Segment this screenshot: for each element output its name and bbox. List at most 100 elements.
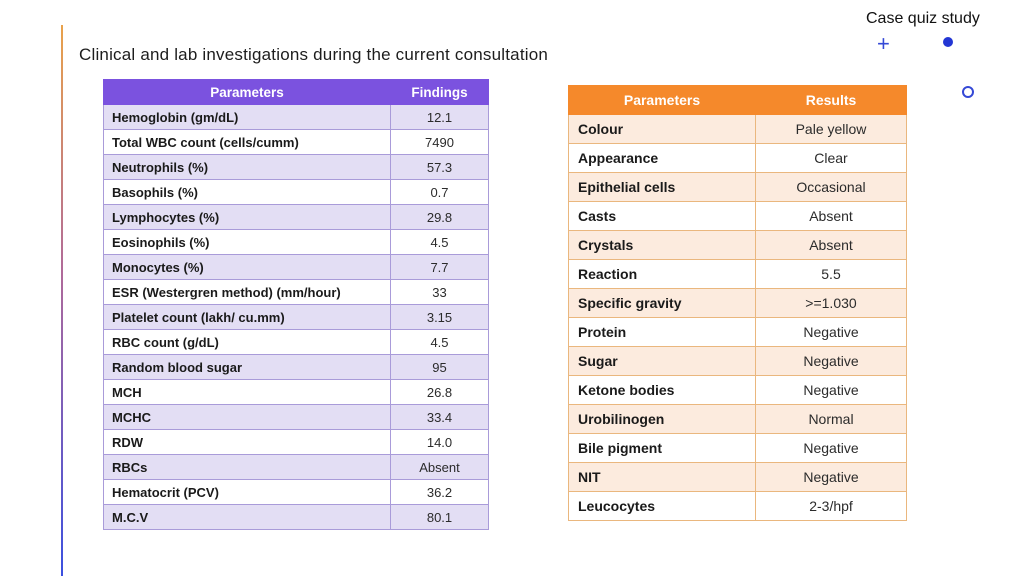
table-row: Reaction 5.5 bbox=[568, 259, 907, 289]
table-row: Ketone bodies Negative bbox=[568, 375, 907, 405]
value-cell: Negative bbox=[755, 462, 907, 492]
table-row: Eosinophils (%) 4.5 bbox=[103, 229, 489, 255]
value-cell: 5.5 bbox=[755, 259, 907, 289]
table-row: Leucocytes 2-3/hpf bbox=[568, 491, 907, 521]
column-header-findings: Findings bbox=[390, 79, 489, 105]
value-cell: 7.7 bbox=[390, 254, 489, 280]
param-cell: MCHC bbox=[103, 404, 391, 430]
value-cell: Pale yellow bbox=[755, 114, 907, 144]
param-cell: Monocytes (%) bbox=[103, 254, 391, 280]
table-row: Urobilinogen Normal bbox=[568, 404, 907, 434]
table-row: Specific gravity >=1.030 bbox=[568, 288, 907, 318]
table-row: Colour Pale yellow bbox=[568, 114, 907, 144]
column-header-parameters: Parameters bbox=[103, 79, 391, 105]
table-row: Casts Absent bbox=[568, 201, 907, 231]
value-cell: 12.1 bbox=[390, 104, 489, 130]
table-row: Sugar Negative bbox=[568, 346, 907, 376]
param-cell: Neutrophils (%) bbox=[103, 154, 391, 180]
param-cell: Urobilinogen bbox=[568, 404, 756, 434]
table-row: Monocytes (%) 7.7 bbox=[103, 254, 489, 280]
param-cell: Ketone bodies bbox=[568, 375, 756, 405]
value-cell: >=1.030 bbox=[755, 288, 907, 318]
value-cell: Absent bbox=[755, 201, 907, 231]
table-row: Hematocrit (PCV) 36.2 bbox=[103, 479, 489, 505]
value-cell: 33.4 bbox=[390, 404, 489, 430]
value-cell: 36.2 bbox=[390, 479, 489, 505]
value-cell: 0.7 bbox=[390, 179, 489, 205]
plus-icon: + bbox=[877, 31, 890, 56]
table-row: Appearance Clear bbox=[568, 143, 907, 173]
param-cell: Protein bbox=[568, 317, 756, 347]
param-cell: RBCs bbox=[103, 454, 391, 480]
value-cell: 3.15 bbox=[390, 304, 489, 330]
table-row: Epithelial cells Occasional bbox=[568, 172, 907, 202]
corner-label: Case quiz study bbox=[866, 10, 980, 27]
value-cell: 57.3 bbox=[390, 154, 489, 180]
param-cell: Total WBC count (cells/cumm) bbox=[103, 129, 391, 155]
param-cell: RDW bbox=[103, 429, 391, 455]
table-row: Platelet count (lakh/ cu.mm) 3.15 bbox=[103, 304, 489, 330]
param-cell: Crystals bbox=[568, 230, 756, 260]
param-cell: RBC count (g/dL) bbox=[103, 329, 391, 355]
dot-icon bbox=[943, 37, 953, 47]
table-row: Hemoglobin (gm/dL) 12.1 bbox=[103, 104, 489, 130]
value-cell: 26.8 bbox=[390, 379, 489, 405]
param-cell: NIT bbox=[568, 462, 756, 492]
param-cell: Reaction bbox=[568, 259, 756, 289]
param-cell: Leucocytes bbox=[568, 491, 756, 521]
param-cell: Bile pigment bbox=[568, 433, 756, 463]
column-header-results: Results bbox=[755, 85, 907, 115]
left-accent-gradient-line bbox=[61, 25, 63, 576]
param-cell: ESR (Westergren method) (mm/hour) bbox=[103, 279, 391, 305]
value-cell: 4.5 bbox=[390, 329, 489, 355]
table-row: Protein Negative bbox=[568, 317, 907, 347]
value-cell: Occasional bbox=[755, 172, 907, 202]
table-row: RBC count (g/dL) 4.5 bbox=[103, 329, 489, 355]
value-cell: Negative bbox=[755, 375, 907, 405]
table-row: MCH 26.8 bbox=[103, 379, 489, 405]
param-cell: Epithelial cells bbox=[568, 172, 756, 202]
value-cell: 29.8 bbox=[390, 204, 489, 230]
blood-investigations-table: Parameters Findings Hemoglobin (gm/dL) 12… bbox=[103, 79, 489, 530]
table-row: Bile pigment Negative bbox=[568, 433, 907, 463]
table-row: MCHC 33.4 bbox=[103, 404, 489, 430]
table-row: Random blood sugar 95 bbox=[103, 354, 489, 380]
value-cell: Negative bbox=[755, 346, 907, 376]
value-cell: 14.0 bbox=[390, 429, 489, 455]
table-row: Basophils (%) 0.7 bbox=[103, 179, 489, 205]
param-cell: Basophils (%) bbox=[103, 179, 391, 205]
value-cell: 80.1 bbox=[390, 504, 489, 530]
param-cell: Sugar bbox=[568, 346, 756, 376]
page-title: Clinical and lab investigations during t… bbox=[79, 45, 549, 64]
table-row: RBCs Absent bbox=[103, 454, 489, 480]
value-cell: Negative bbox=[755, 317, 907, 347]
value-cell: Absent bbox=[755, 230, 907, 260]
value-cell: 7490 bbox=[390, 129, 489, 155]
param-cell: Casts bbox=[568, 201, 756, 231]
param-cell: MCH bbox=[103, 379, 391, 405]
value-cell: 95 bbox=[390, 354, 489, 380]
table-header-row: Parameters Findings bbox=[103, 79, 489, 105]
value-cell: 33 bbox=[390, 279, 489, 305]
value-cell: Absent bbox=[390, 454, 489, 480]
param-cell: Specific gravity bbox=[568, 288, 756, 318]
param-cell: Colour bbox=[568, 114, 756, 144]
param-cell: M.C.V bbox=[103, 504, 391, 530]
value-cell: 4.5 bbox=[390, 229, 489, 255]
table-row: Crystals Absent bbox=[568, 230, 907, 260]
table-row: M.C.V 80.1 bbox=[103, 504, 489, 530]
param-cell: Appearance bbox=[568, 143, 756, 173]
param-cell: Hematocrit (PCV) bbox=[103, 479, 391, 505]
value-cell: Clear bbox=[755, 143, 907, 173]
value-cell: Negative bbox=[755, 433, 907, 463]
param-cell: Hemoglobin (gm/dL) bbox=[103, 104, 391, 130]
table-row: Total WBC count (cells/cumm) 7490 bbox=[103, 129, 489, 155]
table-row: ESR (Westergren method) (mm/hour) 33 bbox=[103, 279, 489, 305]
circle-outline-icon bbox=[962, 86, 974, 98]
table-row: Lymphocytes (%) 29.8 bbox=[103, 204, 489, 230]
table-header-row: Parameters Results bbox=[568, 85, 907, 115]
param-cell: Platelet count (lakh/ cu.mm) bbox=[103, 304, 391, 330]
param-cell: Random blood sugar bbox=[103, 354, 391, 380]
param-cell: Lymphocytes (%) bbox=[103, 204, 391, 230]
